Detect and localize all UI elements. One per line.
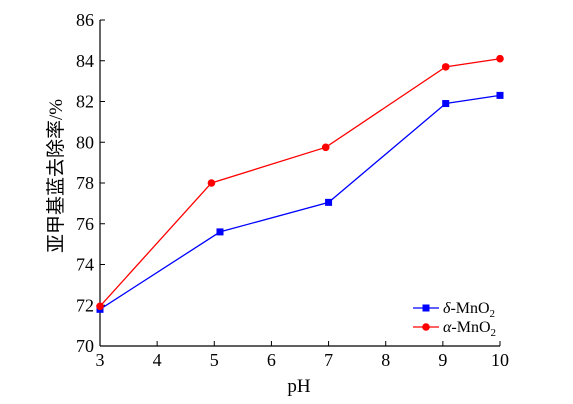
data-point xyxy=(442,100,450,108)
series-line xyxy=(99,94,501,310)
y-tick-label: 74 xyxy=(76,255,94,275)
series-layer xyxy=(96,54,504,313)
y-tick-label: 84 xyxy=(76,51,94,71)
y-tick-label: 70 xyxy=(76,336,94,356)
y-tick-label: 86 xyxy=(76,10,94,30)
data-point xyxy=(496,91,504,99)
legend-marker xyxy=(422,304,430,312)
x-tick-label: 10 xyxy=(491,350,509,370)
x-tick-label: 8 xyxy=(381,350,390,370)
x-axis-title: pH xyxy=(287,376,311,397)
x-tick-label: 6 xyxy=(267,350,276,370)
series-line xyxy=(99,58,501,307)
legend-label: δ-MnO2 xyxy=(443,300,495,320)
series-1 xyxy=(96,91,504,313)
y-tick-label: 78 xyxy=(76,173,94,193)
y-tick-label: 80 xyxy=(76,132,94,152)
x-tick-label: 3 xyxy=(96,350,105,370)
legend-item: δ-MnO2 xyxy=(413,300,495,320)
data-point xyxy=(216,228,224,236)
data-point xyxy=(325,198,333,206)
legend-marker xyxy=(422,323,430,331)
data-point xyxy=(207,179,216,187)
data-point xyxy=(496,54,504,63)
x-tick-label: 9 xyxy=(438,350,447,370)
data-point xyxy=(321,143,330,152)
y-axis-title: 亚甲基蓝去除率/% xyxy=(45,99,67,253)
x-tick-label: 5 xyxy=(210,350,219,370)
x-tick-label: 4 xyxy=(153,350,162,370)
x-tick-label: 7 xyxy=(324,350,333,370)
legend-label: α-MnO2 xyxy=(443,319,496,339)
legend-item: α-MnO2 xyxy=(413,319,496,339)
y-tick-label: 82 xyxy=(76,92,94,112)
data-point xyxy=(441,63,450,71)
series-2 xyxy=(96,54,504,311)
data-point xyxy=(96,302,104,311)
y-tick-label: 72 xyxy=(76,295,94,315)
y-tick-label: 76 xyxy=(76,214,94,234)
